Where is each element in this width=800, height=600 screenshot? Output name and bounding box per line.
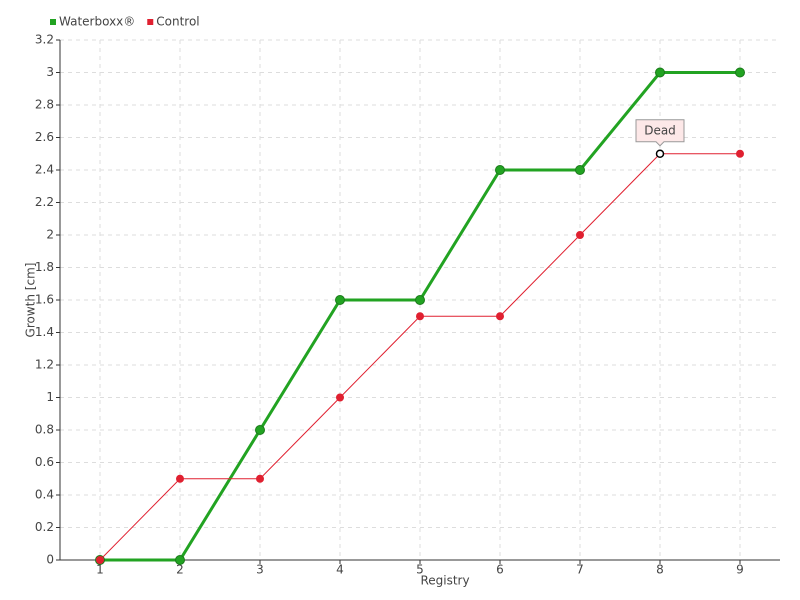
- y-tick-label: 0.6: [35, 455, 54, 469]
- annotation-box: [635, 119, 685, 147]
- y-tick-label: 0: [46, 553, 54, 567]
- y-tick-label: 0.8: [35, 423, 54, 437]
- data-point: [575, 165, 585, 175]
- x-tick-label: 1: [96, 563, 104, 577]
- x-tick-label: 6: [496, 563, 504, 577]
- y-tick-label: 2.8: [35, 98, 54, 112]
- data-point: [655, 67, 665, 78]
- data-point: [655, 149, 665, 158]
- data-point: [495, 165, 505, 175]
- y-tick-label: 2.2: [35, 195, 54, 209]
- x-tick-label: 5: [416, 563, 424, 577]
- y-tick-label: 1.6: [35, 293, 54, 307]
- x-tick-label: 7: [576, 563, 584, 577]
- annotation-text: Dead: [644, 123, 676, 137]
- data-point: [176, 474, 184, 483]
- data-point: [735, 67, 745, 78]
- y-tick-label: 3: [46, 65, 54, 79]
- legend-label: Control: [156, 15, 199, 29]
- y-tick-label: 1.2: [35, 358, 54, 372]
- data-point: [96, 556, 104, 564]
- x-tick-label: 8: [656, 563, 664, 577]
- data-point: [416, 312, 424, 321]
- x-tick-label: 2: [176, 563, 184, 577]
- y-tick-label: 1: [46, 390, 54, 404]
- data-point: [576, 231, 584, 239]
- legend-swatch: [147, 19, 154, 25]
- y-tick-label: 2.4: [35, 163, 54, 177]
- x-tick-label: 9: [736, 563, 744, 577]
- x-axis-label: Registry: [420, 574, 469, 588]
- y-axis-label: Growth [cm]: [24, 263, 38, 338]
- legend-label: Waterboxx®: [59, 15, 135, 29]
- x-tick-label: 3: [256, 563, 264, 577]
- data-point: [336, 393, 344, 402]
- y-tick-label: 2.6: [35, 130, 54, 144]
- data-point: [175, 555, 185, 565]
- y-tick-label: 0.2: [35, 520, 54, 534]
- data-point: [496, 312, 504, 321]
- data-point: [415, 295, 425, 305]
- data-point: [256, 474, 264, 483]
- data-point: [255, 425, 265, 435]
- y-tick-label: 3.2: [35, 33, 54, 47]
- legend-swatch: [50, 19, 56, 25]
- data-point: [335, 295, 345, 305]
- y-tick-label: 1.8: [35, 260, 54, 274]
- x-tick-label: 4: [336, 563, 344, 577]
- y-tick-label: 1.4: [35, 325, 54, 339]
- y-tick-label: 2: [46, 228, 54, 242]
- y-tick-label: 0.4: [35, 488, 54, 502]
- data-point: [736, 149, 744, 158]
